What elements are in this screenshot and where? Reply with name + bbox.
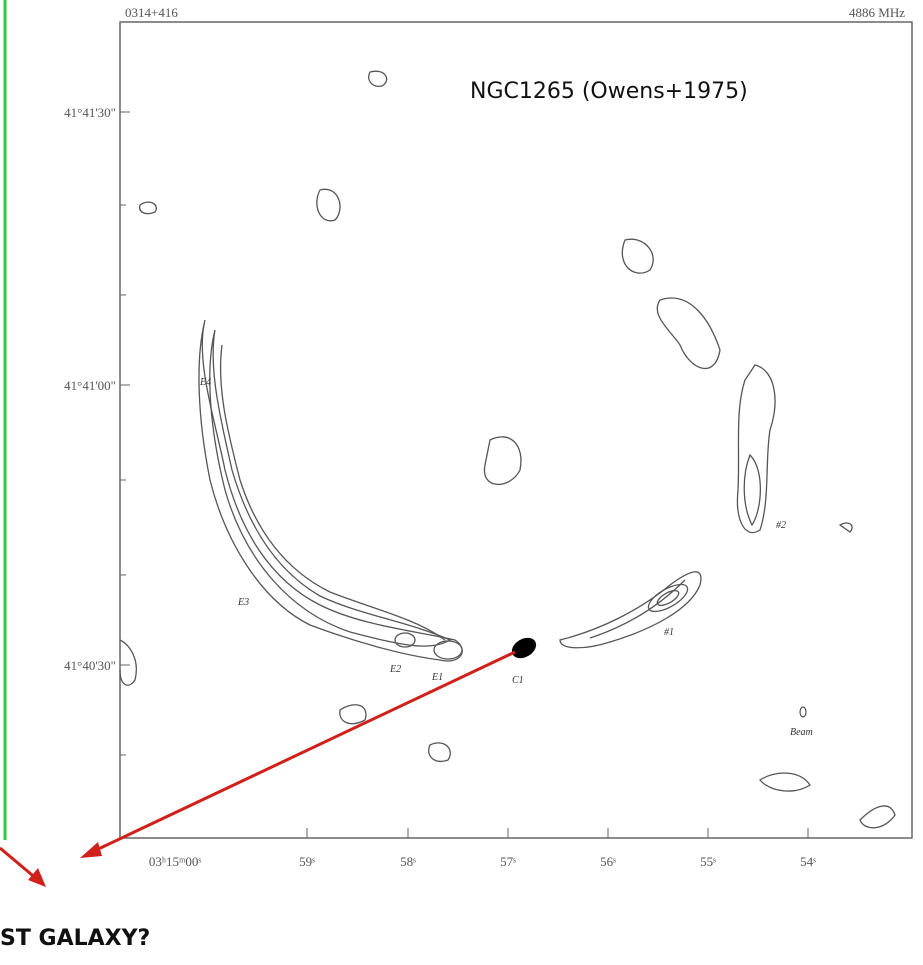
ra-label: 56ˢ <box>600 854 616 869</box>
arrows <box>0 650 516 887</box>
dec-label: 41°41'30" <box>64 105 116 120</box>
frequency: 4886 MHz <box>849 5 905 20</box>
ra-label: 54ˢ <box>800 854 816 869</box>
dec-label: 41°41'00" <box>64 378 116 393</box>
contours <box>119 70 896 829</box>
component-label: #2 <box>776 520 786 531</box>
ra-label: 58ˢ <box>400 854 416 869</box>
dec-label: 41°40'30" <box>64 658 116 673</box>
component-label: Beam <box>790 727 813 738</box>
question: ST GALAXY? <box>0 926 150 951</box>
beam <box>799 706 807 718</box>
component-label: E4 <box>199 377 211 388</box>
ra-label: 03ʰ15ᵐ00ˢ <box>149 854 202 869</box>
ra-label: 55ˢ <box>700 854 716 869</box>
tick-marks <box>120 111 809 838</box>
core <box>511 637 537 659</box>
component-label: E3 <box>237 597 249 608</box>
ra-label: 57ˢ <box>500 854 516 869</box>
component-label: E1 <box>431 672 443 683</box>
ra-label: 59ˢ <box>299 854 315 869</box>
map-frame <box>119 21 913 839</box>
caption: NGC1265 (Owens+1975) <box>470 79 748 104</box>
component-label: E2 <box>389 664 401 675</box>
component-label: #1 <box>664 627 674 638</box>
source-name: 0314+416 <box>125 5 178 20</box>
component-label: C1 <box>512 675 524 686</box>
